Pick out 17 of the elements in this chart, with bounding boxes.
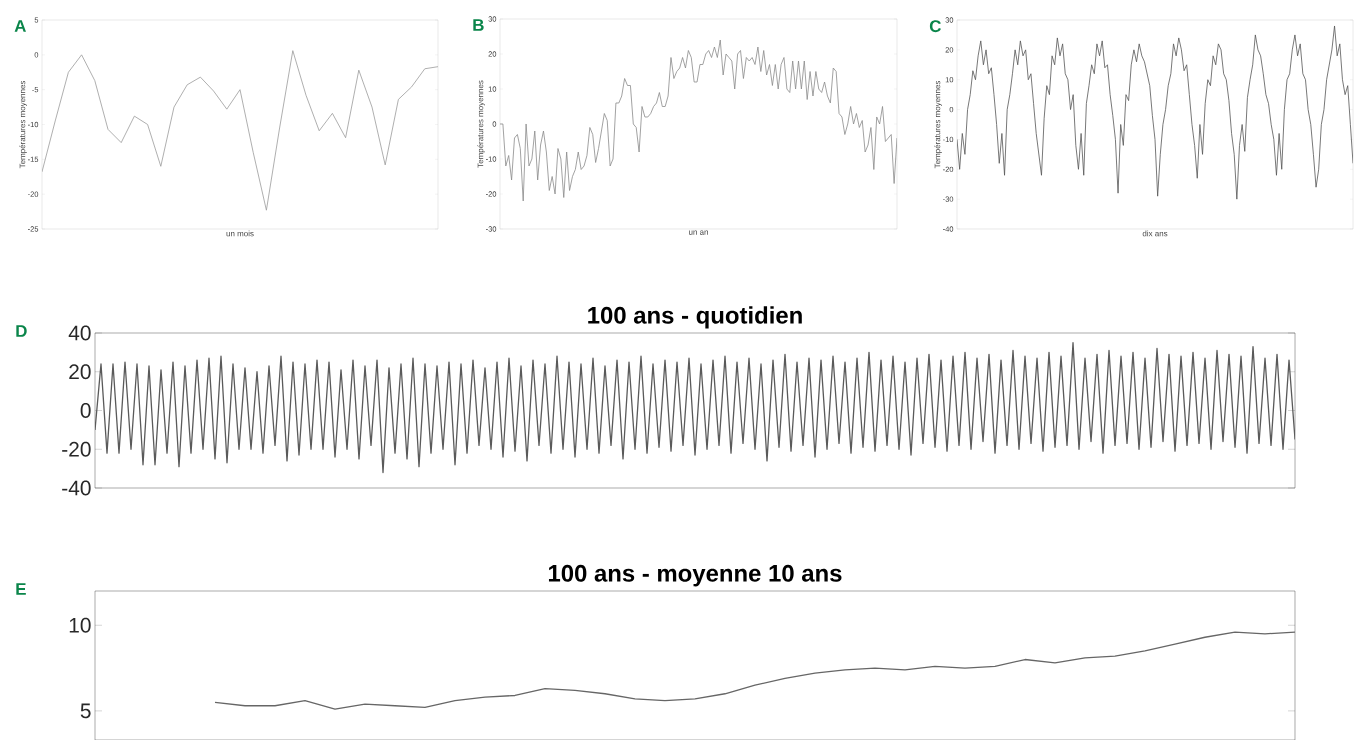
y-tick-label: 20 — [69, 364, 91, 380]
line-series — [42, 50, 438, 211]
y-tick-label: -40 — [62, 480, 91, 496]
line-series — [214, 631, 1295, 710]
y-tick-label: 40 — [68, 325, 91, 341]
line-series — [95, 342, 1296, 474]
text: B — [473, 19, 484, 31]
chart-title: 100 ans - quotidien — [588, 306, 802, 329]
y-tick-label: -20 — [62, 441, 91, 457]
text: D — [16, 325, 27, 337]
chart-title: 100 ans - moyenne 10 ans — [548, 564, 842, 587]
text: E — [16, 583, 26, 595]
y-tick-label: 5 — [80, 703, 91, 719]
y-tick-label: 0 — [80, 403, 91, 418]
text: C — [929, 20, 941, 33]
text: A — [14, 20, 26, 32]
y-tick-label: 10 — [69, 617, 91, 633]
